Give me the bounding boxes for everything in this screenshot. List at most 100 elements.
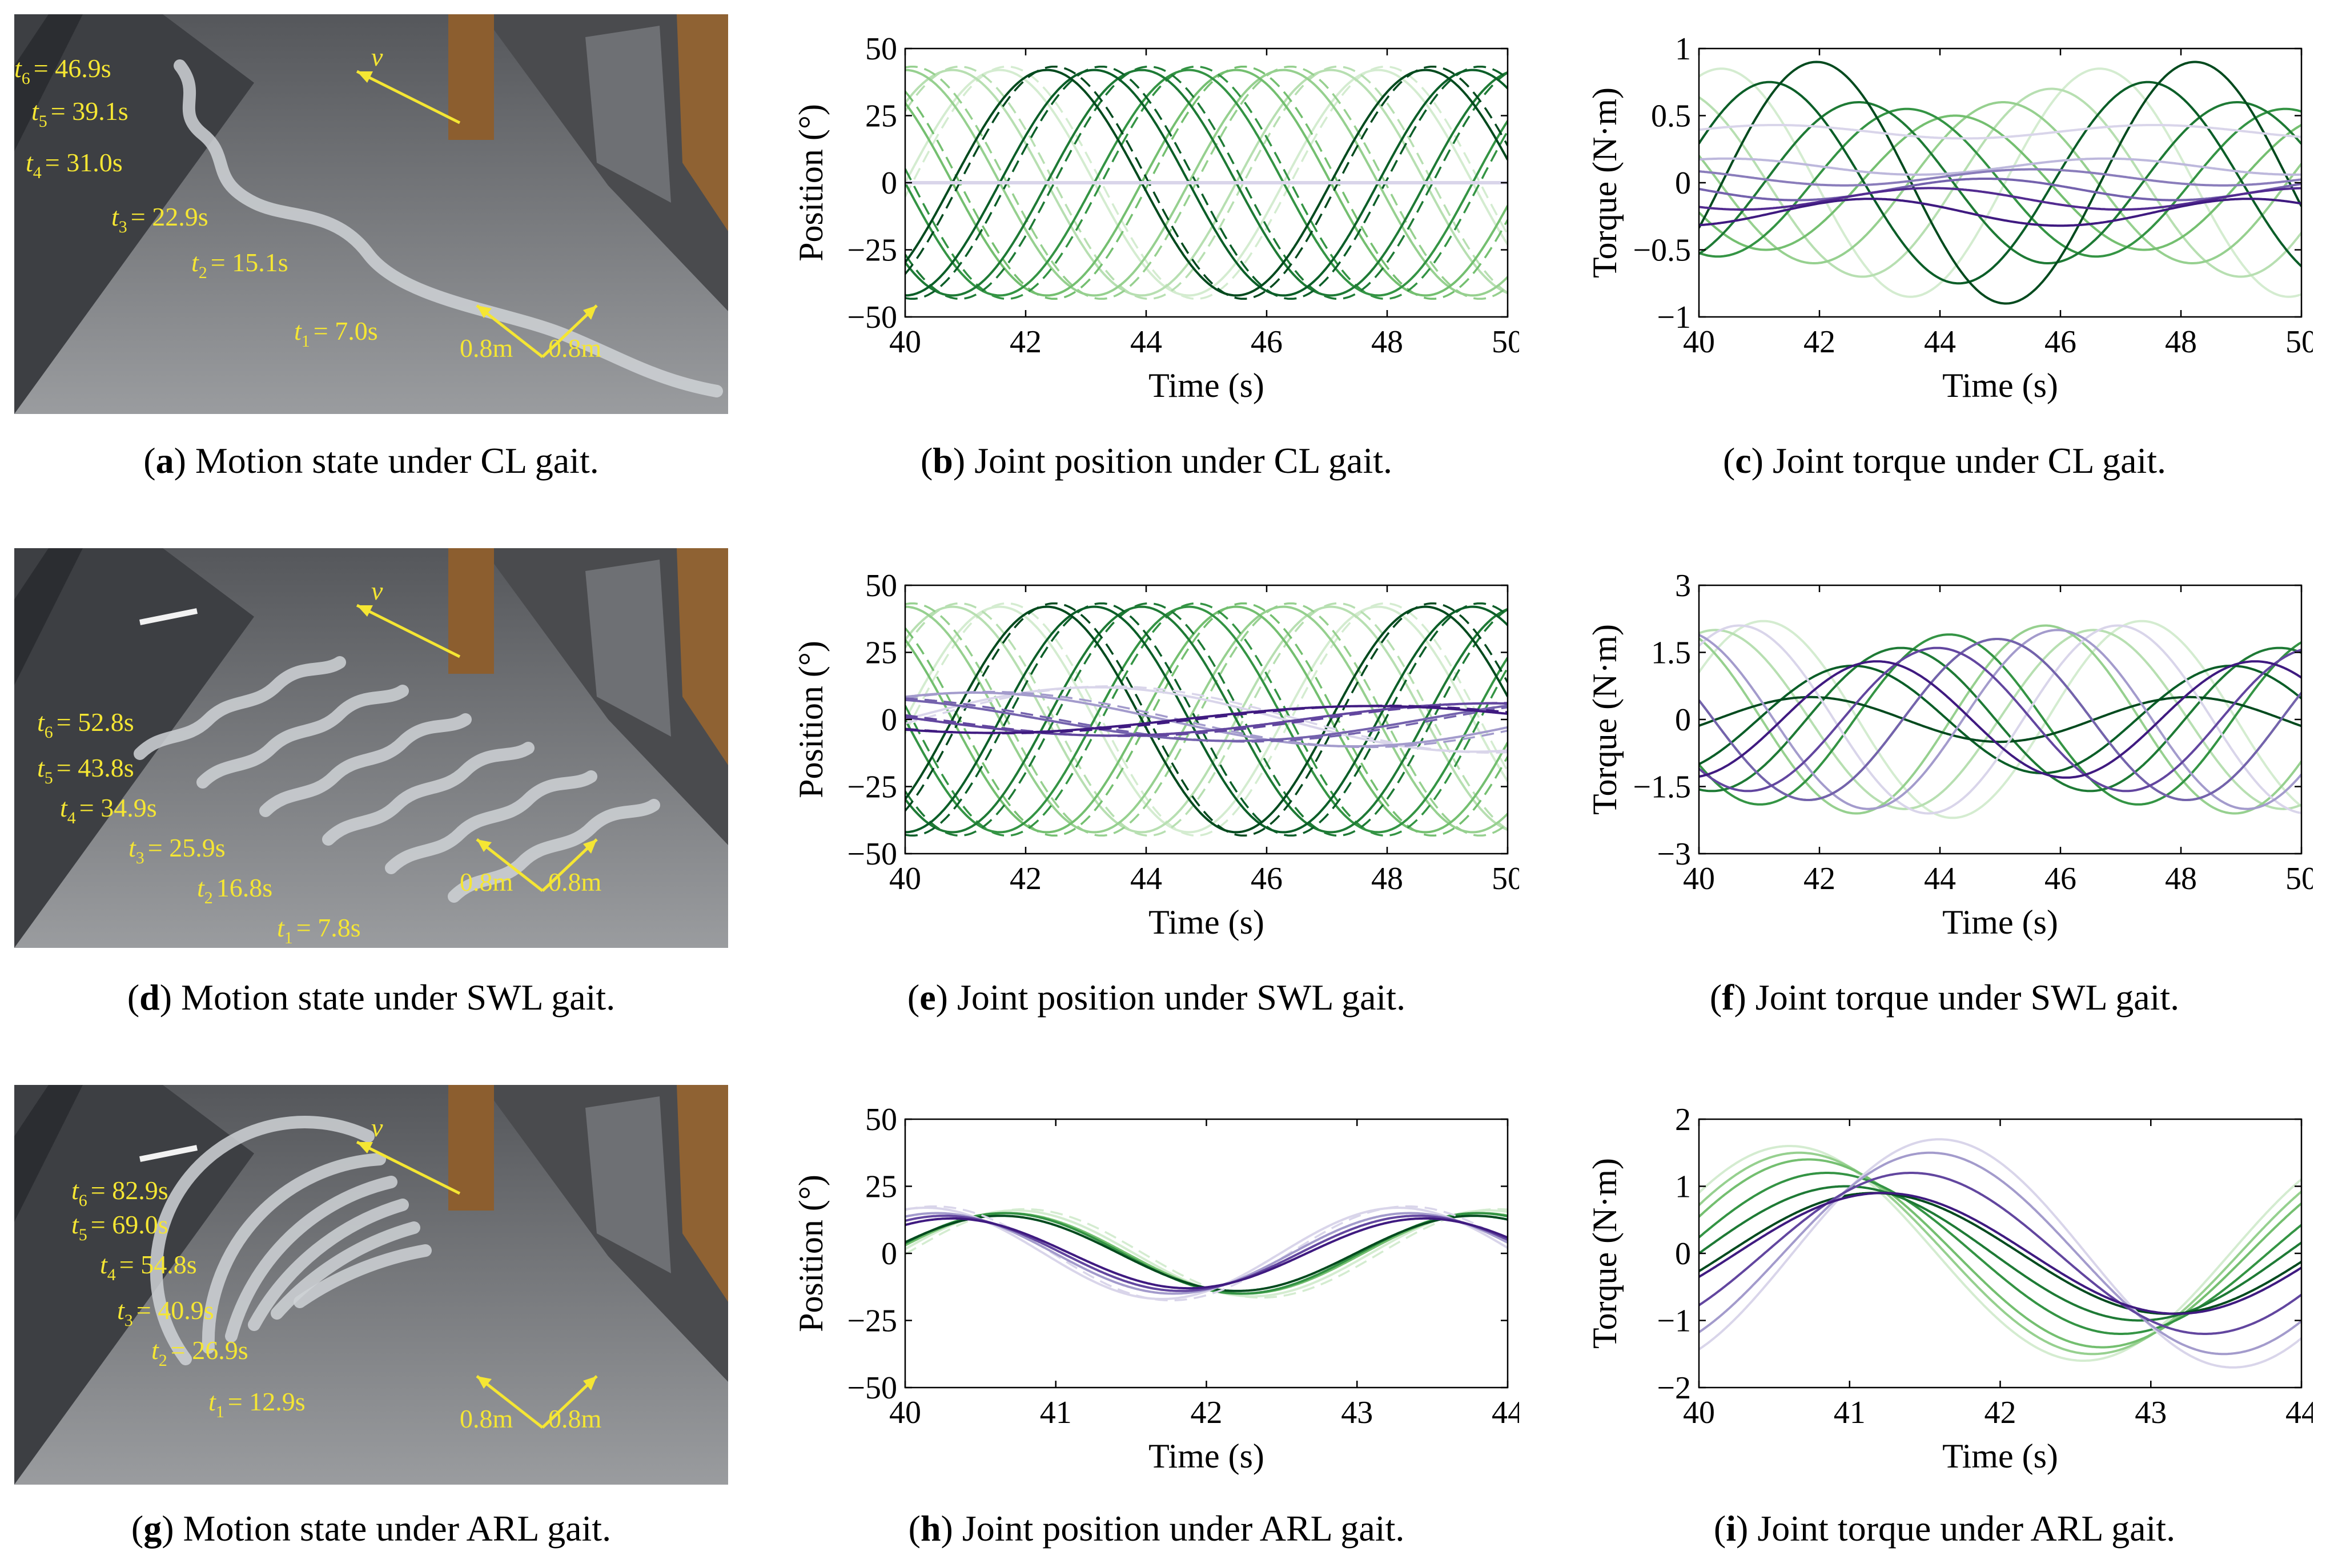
- x-tick-label: 40: [1683, 1395, 1715, 1430]
- velocity-label: v: [371, 1113, 383, 1142]
- robot-trace: [150, 1116, 375, 1365]
- left-wall: [14, 548, 254, 948]
- robot-trace: [448, 799, 660, 903]
- x-axis-label: Time (s): [1942, 1437, 2058, 1475]
- tiled-wall: [585, 1096, 671, 1273]
- caption-a: (a) Motion state under CL gait.: [143, 440, 599, 481]
- chart-panel-b: 40 42 44 46 48 50 −50 −25 0 25 50 Time (s) Position …: [782, 31, 1524, 425]
- time-label: t5 = 69.0s: [71, 1210, 168, 1244]
- y-tick-label: 0: [1675, 166, 1691, 201]
- reference-line: [905, 702, 1508, 737]
- reference-line: [905, 65, 1508, 300]
- series-line: [905, 1207, 1508, 1300]
- series-line: [1699, 101, 2301, 264]
- y-tick-label: 50: [865, 1102, 897, 1137]
- series-line: [1699, 1192, 2301, 1315]
- x-tick-label: 41: [1834, 1395, 1866, 1430]
- x-tick-label: 50: [2285, 861, 2313, 896]
- ceiling-light: [139, 608, 198, 625]
- reference-line: [905, 697, 1508, 743]
- reference-line: [905, 1205, 1508, 1302]
- x-tick-label: 43: [1341, 1395, 1373, 1430]
- photo-panel-d: v 0.8m 0.8m t6 = 52.8s t5 = 43.8s t4 = 34.9s t3 = …: [14, 548, 728, 948]
- plot-area: [1699, 620, 2301, 819]
- chart-panel-c: 40 42 44 46 48 50 −1 −0.5 0 0.5 1 Time (s) Torque (N…: [1576, 31, 2317, 425]
- velocity-arrow: [356, 604, 461, 658]
- series-line: [1699, 81, 2301, 285]
- y-tick-label: 0: [881, 166, 897, 201]
- photo-scene-d: v 0.8m 0.8m t6 = 52.8s t5 = 43.8s t4 = 34.9s t3 = …: [14, 548, 728, 948]
- time-label: t1 = 7.0s: [294, 316, 378, 351]
- series-line: [1699, 1158, 2301, 1349]
- series-line: [1699, 187, 2301, 211]
- plot-area: [905, 602, 1508, 837]
- series-line: [905, 69, 1508, 297]
- door: [677, 548, 728, 765]
- reference-line: [905, 65, 1508, 300]
- x-tick-label: 46: [1251, 324, 1283, 360]
- plot-area: [905, 65, 1508, 300]
- arrowhead: [583, 839, 597, 854]
- series-line: [905, 605, 1508, 834]
- robot-trace: [248, 1199, 409, 1331]
- left-wall: [14, 1085, 254, 1485]
- x-tick-label: 42: [1803, 324, 1835, 360]
- y-axis-label: Position (°): [792, 104, 830, 262]
- robot-trace: [294, 1244, 432, 1308]
- x-tick-label: 40: [1683, 324, 1715, 360]
- series-line: [1699, 633, 2301, 806]
- x-tick-label: 41: [1040, 1395, 1072, 1430]
- time-label: t3 = 22.9s: [111, 202, 208, 236]
- y-tick-label: 3: [1675, 568, 1691, 604]
- time-label: t2 = 15.1s: [191, 248, 288, 282]
- time-label: t4 = 31.0s: [26, 148, 123, 182]
- series-line: [1699, 124, 2301, 140]
- chart-h: 40 41 42 43 44 −50 −25 0 25 50 Time (s) Position (°…: [792, 1102, 1524, 1475]
- time-label: t3 = 25.9s: [128, 833, 226, 867]
- time-label: t4 = 54.8s: [100, 1250, 197, 1284]
- series-line: [1699, 114, 2301, 251]
- series-line: [1699, 168, 2301, 187]
- arrowhead: [583, 305, 597, 320]
- series-line: [905, 605, 1508, 834]
- time-label: t6 = 46.9s: [14, 54, 111, 88]
- chart-e: 40 42 44 46 48 50 −50 −25 0 25 50 Time (s) Position …: [792, 568, 1524, 941]
- caption-f: (f) Joint torque under SWL gait.: [1709, 977, 2180, 1018]
- x-tick-label: 48: [2165, 324, 2197, 360]
- photo-scene-a: v 0.8m 0.8m t6 = 46.9s t5 = 39.1s t4 = 31.0s t3 = …: [14, 14, 728, 414]
- door: [677, 1085, 728, 1302]
- arrowhead: [477, 839, 492, 852]
- scale-label: 0.8m: [548, 1404, 602, 1433]
- x-tick-label: 46: [2044, 861, 2076, 896]
- y-tick-label: 0: [881, 1236, 897, 1272]
- series-line: [1699, 1172, 2301, 1335]
- y-tick-label: −50: [847, 300, 897, 335]
- series-line: [1699, 61, 2301, 305]
- reference-line: [905, 705, 1508, 734]
- tiled-wall: [585, 26, 671, 203]
- x-tick-label: 42: [1010, 324, 1042, 360]
- y-tick-label: −1: [1657, 300, 1691, 335]
- axes-frame: [904, 1118, 1509, 1389]
- x-tick-label: 48: [2165, 861, 2197, 896]
- velocity-arrow: [356, 1140, 461, 1195]
- series-line: [1699, 624, 2301, 815]
- chart-panel-e: 40 42 44 46 48 50 −50 −25 0 25 50 Time (s) Position …: [782, 568, 1524, 962]
- series-line: [905, 698, 1508, 742]
- time-label: t6 = 82.9s: [71, 1176, 168, 1210]
- chart-panel-i: 40 41 42 43 44 −2 −1 0 1 2 Time (s) Torque (N·m): [1576, 1102, 2317, 1496]
- series-line: [1699, 660, 2301, 779]
- caption-i: (i) Joint torque under ARL gait.: [1713, 1508, 2176, 1549]
- plot-area: [1699, 1138, 2301, 1369]
- reference-line: [905, 602, 1508, 837]
- y-tick-label: −50: [847, 1370, 897, 1406]
- plot-area: [905, 1205, 1508, 1302]
- time-label: t4 = 34.9s: [60, 793, 157, 827]
- series-line: [905, 605, 1508, 834]
- series-line: [905, 69, 1508, 297]
- scale-arrow: [476, 304, 544, 358]
- x-tick-label: 46: [1251, 861, 1283, 896]
- velocity-arrow: [356, 70, 461, 124]
- x-tick-label: 40: [1683, 861, 1715, 896]
